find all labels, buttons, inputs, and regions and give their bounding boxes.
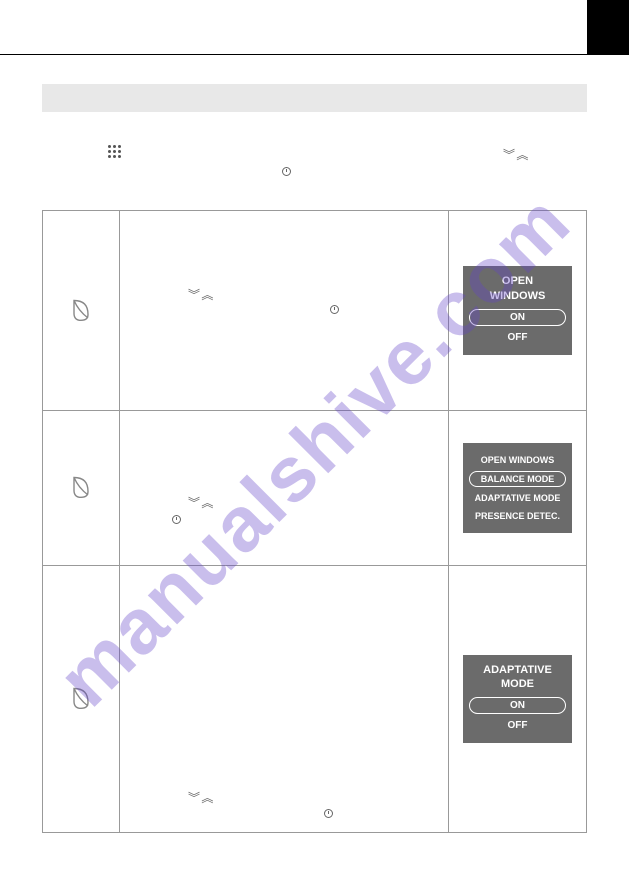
menu-grid-icon [108, 145, 121, 158]
leaf-icon [67, 297, 95, 325]
on-option: ON [469, 697, 566, 714]
display-panel-adaptative: ADAPTATIVE MODE ON OFF [463, 655, 572, 744]
row-content-cell [120, 566, 449, 832]
on-option: ON [469, 309, 566, 326]
table-row: ADAPTATIVE MODE ON OFF [42, 566, 587, 833]
mode-option: OPEN WINDOWS [467, 451, 568, 469]
row-display-cell: OPEN WINDOWS BALANCE MODE ADAPTATIVE MOD… [449, 411, 586, 565]
chevron-up-down-icon: ︾ ︽ [188, 494, 212, 511]
top-divider [0, 54, 587, 55]
top-black-block [587, 0, 629, 55]
row-icon-cell [43, 211, 120, 410]
mode-option-selected: BALANCE MODE [469, 471, 566, 487]
row-display-cell: ADAPTATIVE MODE ON OFF [449, 566, 586, 832]
clock-icon [282, 167, 291, 176]
off-option: OFF [463, 328, 572, 347]
section-header-bar [42, 84, 587, 112]
panel-title: OPEN WINDOWS [463, 274, 572, 303]
clock-icon [172, 515, 181, 524]
chevron-up-down-icon: ︾ ︽ [503, 146, 527, 163]
table-row: OPEN WINDOWS ON OFF [42, 210, 587, 411]
clock-icon [330, 305, 339, 314]
off-option: OFF [463, 716, 572, 735]
mode-option: ADAPTATIVE MODE [467, 489, 568, 507]
display-panel-open-windows: OPEN WINDOWS ON OFF [463, 266, 572, 355]
table-row: OPEN WINDOWS BALANCE MODE ADAPTATIVE MOD… [42, 411, 587, 566]
row-icon-cell [43, 566, 120, 832]
display-panel-mode-list: OPEN WINDOWS BALANCE MODE ADAPTATIVE MOD… [463, 443, 572, 533]
leaf-icon [67, 685, 95, 713]
row-content-cell [120, 211, 449, 410]
row-display-cell: OPEN WINDOWS ON OFF [449, 211, 586, 410]
row-content-cell [120, 411, 449, 565]
mode-option: PRESENCE DETEC. [467, 507, 568, 525]
row-icon-cell [43, 411, 120, 565]
chevron-up-down-icon: ︾ ︽ [188, 286, 212, 303]
settings-table: OPEN WINDOWS ON OFF OPEN WINDOWS BALANCE… [42, 210, 587, 833]
leaf-icon [67, 474, 95, 502]
panel-title: ADAPTATIVE MODE [463, 663, 572, 692]
chevron-up-down-icon: ︾ ︽ [188, 789, 212, 806]
clock-icon [324, 809, 333, 818]
